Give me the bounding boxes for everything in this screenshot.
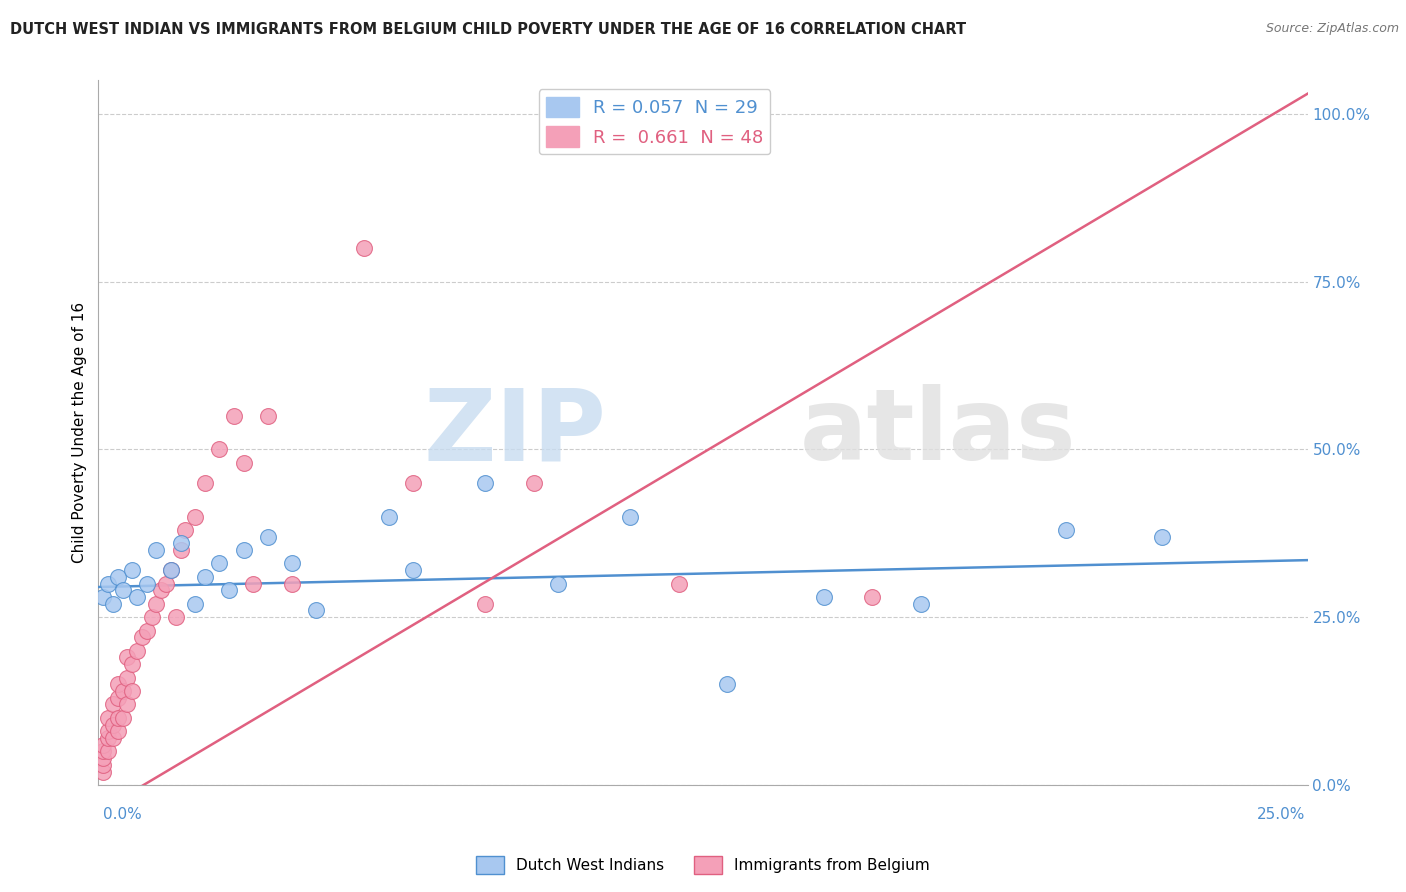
Point bbox=[101, 731, 124, 745]
Point bbox=[97, 744, 120, 758]
Point bbox=[127, 644, 149, 658]
Point bbox=[281, 557, 304, 571]
Point bbox=[160, 563, 183, 577]
Text: Source: ZipAtlas.com: Source: ZipAtlas.com bbox=[1265, 22, 1399, 36]
Point bbox=[619, 509, 641, 524]
Point bbox=[184, 597, 207, 611]
Point bbox=[716, 677, 738, 691]
Point bbox=[208, 557, 231, 571]
Point bbox=[145, 597, 167, 611]
Point bbox=[97, 724, 120, 739]
Point bbox=[474, 597, 496, 611]
Point bbox=[232, 543, 254, 558]
Legend: Dutch West Indians, Immigrants from Belgium: Dutch West Indians, Immigrants from Belg… bbox=[470, 850, 936, 880]
Point bbox=[135, 576, 157, 591]
Point bbox=[91, 744, 114, 758]
Point bbox=[208, 442, 231, 457]
Point bbox=[135, 624, 157, 638]
Point bbox=[97, 731, 120, 745]
Point bbox=[121, 657, 143, 672]
Point bbox=[101, 717, 124, 731]
Point bbox=[222, 409, 245, 423]
Point bbox=[121, 684, 143, 698]
Point bbox=[91, 738, 114, 752]
Point bbox=[131, 630, 153, 644]
Point bbox=[218, 583, 240, 598]
Point bbox=[97, 711, 120, 725]
Point bbox=[101, 597, 124, 611]
Point bbox=[169, 543, 191, 558]
Y-axis label: Child Poverty Under the Age of 16: Child Poverty Under the Age of 16 bbox=[72, 302, 87, 563]
Point bbox=[474, 475, 496, 490]
Point bbox=[184, 509, 207, 524]
Legend: R = 0.057  N = 29, R =  0.661  N = 48: R = 0.057 N = 29, R = 0.661 N = 48 bbox=[538, 89, 770, 154]
Point bbox=[107, 690, 129, 705]
Point bbox=[194, 475, 217, 490]
Point bbox=[91, 590, 114, 604]
Text: DUTCH WEST INDIAN VS IMMIGRANTS FROM BELGIUM CHILD POVERTY UNDER THE AGE OF 16 C: DUTCH WEST INDIAN VS IMMIGRANTS FROM BEL… bbox=[10, 22, 966, 37]
Text: atlas: atlas bbox=[800, 384, 1077, 481]
Point bbox=[353, 241, 375, 255]
Point bbox=[111, 583, 134, 598]
Point bbox=[150, 583, 173, 598]
Point bbox=[91, 751, 114, 765]
Point bbox=[194, 570, 217, 584]
Point bbox=[155, 576, 177, 591]
Point bbox=[813, 590, 835, 604]
Point bbox=[111, 684, 134, 698]
Point bbox=[402, 475, 425, 490]
Point bbox=[160, 563, 183, 577]
Point bbox=[169, 536, 191, 550]
Point bbox=[107, 711, 129, 725]
Point bbox=[107, 677, 129, 691]
Point bbox=[107, 570, 129, 584]
Point bbox=[127, 590, 149, 604]
Point bbox=[1152, 530, 1174, 544]
Point bbox=[402, 563, 425, 577]
Point bbox=[860, 590, 883, 604]
Point bbox=[256, 409, 278, 423]
Text: 25.0%: 25.0% bbox=[1257, 807, 1305, 822]
Point bbox=[117, 650, 139, 665]
Point bbox=[668, 576, 690, 591]
Point bbox=[165, 610, 187, 624]
Point bbox=[117, 671, 139, 685]
Point bbox=[305, 603, 328, 617]
Point bbox=[523, 475, 546, 490]
Point bbox=[101, 698, 124, 712]
Point bbox=[910, 597, 932, 611]
Point bbox=[256, 530, 278, 544]
Point bbox=[547, 576, 569, 591]
Point bbox=[91, 764, 114, 779]
Point bbox=[111, 711, 134, 725]
Point bbox=[174, 523, 197, 537]
Point bbox=[281, 576, 304, 591]
Text: ZIP: ZIP bbox=[423, 384, 606, 481]
Point bbox=[91, 757, 114, 772]
Point bbox=[232, 456, 254, 470]
Point bbox=[377, 509, 399, 524]
Point bbox=[107, 724, 129, 739]
Point bbox=[1054, 523, 1077, 537]
Text: 0.0%: 0.0% bbox=[103, 807, 142, 822]
Point bbox=[121, 563, 143, 577]
Point bbox=[242, 576, 264, 591]
Point bbox=[97, 576, 120, 591]
Point bbox=[145, 543, 167, 558]
Point bbox=[141, 610, 163, 624]
Point bbox=[117, 698, 139, 712]
